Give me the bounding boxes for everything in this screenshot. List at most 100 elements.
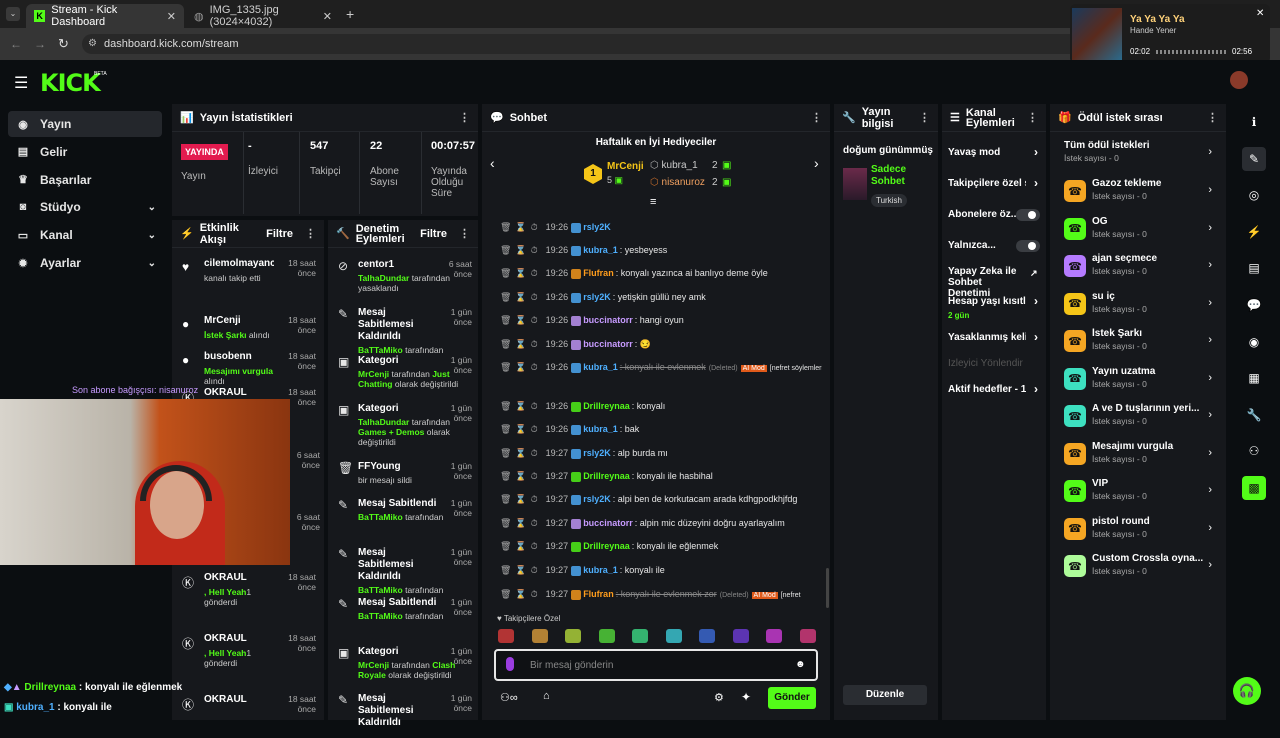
support-button[interactable]: 🎧 bbox=[1233, 677, 1261, 705]
scrollbar[interactable] bbox=[826, 568, 829, 608]
broadcast-icon[interactable]: ◉ bbox=[1248, 334, 1260, 349]
channel-action[interactable]: Hesap yaşı kısıtla 2 gün › bbox=[948, 295, 1040, 321]
channel-action[interactable]: Takipçilere özel s › bbox=[948, 177, 1040, 192]
pinned-icon[interactable]: ≡ bbox=[650, 196, 657, 208]
chat-username[interactable]: rsly2K bbox=[583, 494, 611, 504]
emote-icon[interactable] bbox=[598, 629, 615, 643]
modlog-item[interactable]: 🗑 FFYoung 1 gün önce bir mesajı sildi bbox=[334, 461, 476, 505]
edit-button[interactable]: Düzenle bbox=[843, 685, 927, 705]
info-icon[interactable]: ℹ bbox=[1251, 115, 1257, 129]
modlog-item[interactable]: ▣ Kategori 1 gün önce TalhaDundar tarafında… bbox=[334, 403, 476, 447]
emote-icon[interactable] bbox=[531, 629, 548, 643]
pencil-icon[interactable]: ✎ bbox=[1242, 146, 1266, 171]
mod-tools-icon[interactable]: 🗑⌛⏱ bbox=[500, 471, 542, 481]
chat-username[interactable]: Flufran bbox=[583, 268, 614, 278]
modlog-item[interactable]: ▣ Kategori 1 gün önce MrCenji tarafından Cl… bbox=[334, 646, 476, 690]
chat-message[interactable]: 🗑⌛⏱ 19:27 rsly2K: alpi ben de korkutacam a… bbox=[500, 494, 822, 508]
chat-message[interactable]: 🗑⌛⏱ 19:27 kubra_1: konyalı ile bbox=[500, 565, 822, 579]
activity-item[interactable]: Ⓚ OKRAUL 18 saat önce bbox=[176, 694, 320, 738]
chat-input[interactable] bbox=[494, 649, 818, 681]
more-icon[interactable]: ⋮ bbox=[1027, 112, 1038, 124]
chat-message[interactable]: 🗑⌛⏱ 19:26 buccinatorr: 😏 bbox=[500, 339, 822, 353]
mod-tools-icon[interactable]: 🗑⌛⏱ bbox=[500, 518, 542, 528]
reload-icon[interactable]: ↻ bbox=[58, 36, 69, 51]
sidebar-item-2[interactable]: ♛ Başarılar bbox=[8, 167, 162, 193]
sidebar-item-1[interactable]: ▤ Gelir bbox=[8, 139, 162, 165]
chat-message[interactable]: 🗑⌛⏱ 19:27 rsly2K: alp burda mı bbox=[500, 448, 822, 462]
mod-tools-icon[interactable]: 🗑⌛⏱ bbox=[500, 448, 542, 458]
more-icon[interactable]: ⋮ bbox=[1207, 112, 1218, 124]
activity-item[interactable]: ♥ cilemolmayancilem 18 saat önce kanalı tak… bbox=[176, 258, 320, 302]
send-button[interactable]: Gönder bbox=[768, 687, 816, 709]
chat-username[interactable]: Drillreynaa bbox=[583, 401, 630, 411]
channel-action[interactable]: Yapay Zeka ile Sohbet Denetimi ↗ bbox=[948, 266, 1040, 302]
chat-username[interactable]: rsly2K bbox=[583, 222, 611, 232]
sidebar-item-4[interactable]: ▭ Kanal ⌄ bbox=[8, 222, 162, 248]
toggle-switch[interactable] bbox=[1016, 209, 1040, 221]
chat-message[interactable]: 🗑⌛⏱ 19:26 Flufran: konyalı yazınca ai banl… bbox=[500, 268, 822, 282]
modlog-item[interactable]: ⊘ centor1 6 saat önce TalhaDundar tarafında… bbox=[334, 259, 476, 303]
more-icon[interactable]: ⋮ bbox=[811, 112, 822, 124]
more-icon[interactable]: ⋮ bbox=[305, 228, 316, 240]
chat-message[interactable]: 🗑⌛⏱ 19:26 kubra_1: konyalı ile evlenmek (De… bbox=[500, 362, 822, 376]
activity-item[interactable]: Ⓚ OKRAUL 18 saat önce , Hell Yeah1 gönderdi bbox=[176, 572, 320, 616]
forward-icon[interactable]: → bbox=[34, 37, 46, 51]
camera-icon[interactable]: ◎ bbox=[1248, 188, 1260, 203]
modlog-item[interactable]: ✎ Mesaj Sabitlemesi Kaldırıldı 1 gün önce bbox=[334, 693, 476, 737]
mod-tools-icon[interactable]: 🗑⌛⏱ bbox=[500, 245, 542, 255]
close-icon[interactable]: ✕ bbox=[166, 10, 176, 23]
emoji-icon[interactable]: ☻ bbox=[795, 659, 806, 670]
close-icon[interactable]: ✕ bbox=[322, 10, 332, 23]
chat-username[interactable]: rsly2K bbox=[583, 448, 611, 458]
tab-kick-dashboard[interactable]: K Stream - Kick Dashboard ✕ bbox=[26, 4, 184, 28]
chat-message[interactable]: 🗑⌛⏱ 19:26 rsly2K bbox=[500, 222, 822, 236]
back-icon[interactable]: ← bbox=[10, 37, 22, 51]
emote-icon[interactable] bbox=[665, 629, 682, 643]
chat-username[interactable]: buccinatorr bbox=[583, 518, 633, 528]
mod-tools-icon[interactable]: 🗑⌛⏱ bbox=[500, 315, 542, 325]
kick-logo[interactable]: KICK bbox=[40, 69, 101, 97]
more-icon[interactable]: ⋮ bbox=[919, 112, 930, 124]
toggle-switch[interactable] bbox=[1016, 240, 1040, 252]
bolt-icon[interactable]: ⚡ bbox=[1246, 224, 1262, 239]
reward-item[interactable]: ☎ A ve D tuşlarının yeri... İstek sayısı -… bbox=[1064, 403, 1224, 433]
all-rewards-row[interactable]: Tüm ödül istekleri İstek sayısı - 0 › bbox=[1064, 140, 1218, 166]
sparkle-icon[interactable]: ✦ bbox=[741, 690, 752, 704]
chat-message[interactable]: 🗑⌛⏱ 19:26 kubra_1: bak bbox=[500, 424, 822, 438]
mod-tools-icon[interactable]: 🗑⌛⏱ bbox=[500, 401, 542, 411]
modlog-item[interactable]: ✎ Mesaj Sabitlendi 1 gün önce BaTTaMiko tar… bbox=[334, 498, 476, 542]
chat-username[interactable]: buccinatorr bbox=[583, 339, 633, 349]
activity-item[interactable]: ● MrCenji 18 saat önce İstek Şarkı alındı bbox=[176, 315, 320, 359]
sidebar-item-0[interactable]: ◉ Yayın bbox=[8, 111, 162, 137]
reward-item[interactable]: ☎ Gazoz tekleme İstek sayısı - 0 › bbox=[1064, 178, 1224, 208]
chevron-left-icon[interactable]: ‹ bbox=[490, 155, 495, 171]
document-icon[interactable]: ▤ bbox=[1248, 261, 1260, 276]
gifter-row[interactable]: ⬡ nisanuroz 2 ▣ bbox=[650, 177, 731, 188]
gifter-name[interactable]: MrCenji bbox=[607, 161, 644, 172]
chat-message[interactable]: 🗑⌛⏱ 19:27 buccinatorr: alpin mic düzeyini … bbox=[500, 518, 822, 532]
mod-tools-icon[interactable]: 🗑⌛⏱ bbox=[500, 292, 542, 302]
channel-action[interactable]: Aktif hedefler - 1 › bbox=[948, 383, 1040, 398]
chat-message[interactable]: 🗑⌛⏱ 19:26 Drillreynaa: konyalı bbox=[500, 401, 822, 415]
media-waveform[interactable] bbox=[1156, 50, 1226, 54]
hamburger-icon[interactable]: ☰ bbox=[14, 75, 29, 92]
sidebar-item-5[interactable]: ✹ Ayarlar ⌄ bbox=[8, 250, 162, 276]
chat-message[interactable]: 🗑⌛⏱ 19:26 kubra_1: yesbeyess bbox=[500, 245, 822, 259]
emote-icon[interactable] bbox=[565, 629, 581, 643]
mod-tools-icon[interactable]: 🗑⌛⏱ bbox=[500, 589, 542, 599]
mod-tools-icon[interactable]: 🗑⌛⏱ bbox=[500, 565, 542, 575]
chat-message[interactable]: 🗑⌛⏱ 19:27 Drillreynaa: konyalı ile hasbiha… bbox=[500, 471, 822, 485]
mod-tools-icon[interactable]: 🗑⌛⏱ bbox=[500, 541, 542, 551]
users-icon[interactable]: ⚇ bbox=[1248, 444, 1260, 459]
emote-icon[interactable] bbox=[699, 629, 715, 643]
close-icon[interactable]: ✕ bbox=[1256, 8, 1265, 19]
site-info-icon[interactable]: ⚙ bbox=[88, 38, 97, 49]
more-icon[interactable]: ⋮ bbox=[459, 112, 470, 124]
emote-icon[interactable] bbox=[766, 629, 782, 643]
chat-username[interactable]: rsly2K bbox=[583, 292, 611, 302]
settings-icon[interactable]: ⚙ bbox=[714, 692, 724, 704]
mod-tools-icon[interactable]: 🗑⌛⏱ bbox=[500, 268, 542, 278]
reward-item[interactable]: ☎ Mesajımı vurgula İstek sayısı - 0 › bbox=[1064, 441, 1224, 471]
reward-item[interactable]: ☎ OG İstek sayısı - 0 › bbox=[1064, 216, 1224, 246]
channel-action[interactable]: Abonelere öz... bbox=[948, 209, 1040, 223]
